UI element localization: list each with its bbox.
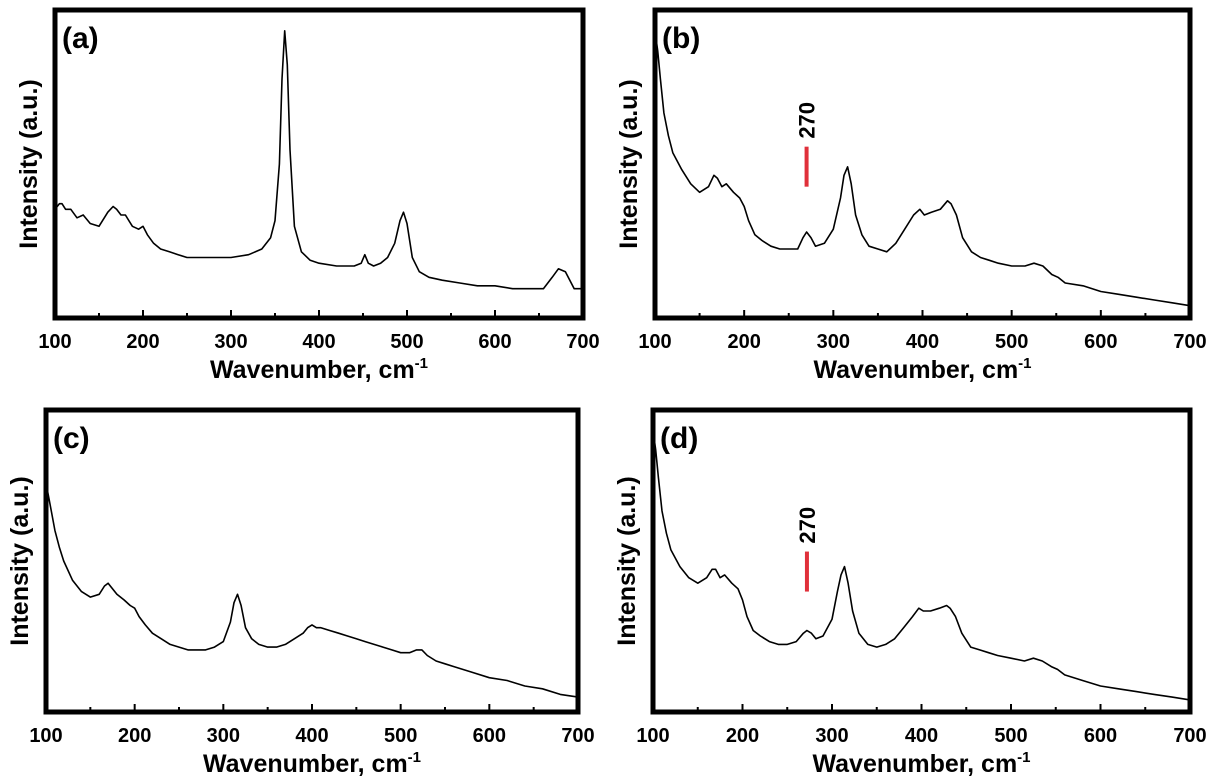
x-tick-label-b-300: 300 <box>817 331 850 353</box>
y-axis-title-d: Intensity (a.u.) <box>613 476 641 645</box>
x-tick-label-c-700: 700 <box>561 725 594 747</box>
x-axis-title-superscript-b: -1 <box>1018 355 1031 372</box>
x-tick-label-d-500: 500 <box>994 725 1027 747</box>
x-axis-title-d: Wavenumber, cm-1 <box>812 749 1030 778</box>
spectrum-line-c <box>45 483 579 698</box>
x-tick-label-c-600: 600 <box>473 725 506 747</box>
x-tick-label-d-400: 400 <box>905 725 938 747</box>
x-axis-title-text-c: Wavenumber, cm <box>203 750 408 778</box>
x-tick-label-b-500: 500 <box>995 331 1028 353</box>
peak-label-d-0: 270 <box>795 507 820 544</box>
x-axis-title-text-d: Wavenumber, cm <box>812 750 1017 778</box>
y-axis-title-c: Intensity (a.u.) <box>6 476 34 645</box>
spectrum-line-d <box>652 430 1191 701</box>
x-axis-title-c: Wavenumber, cm-1 <box>203 749 421 778</box>
panel-a: 100 200 300 400 500 600 700 Wavenumber, cm-1 Int… <box>15 7 600 384</box>
panel-c: 100 200 300 400 500 600 700 Wavenumber, cm-1 Int… <box>6 407 595 778</box>
x-tick-label-a-500: 500 <box>390 331 423 353</box>
x-tick-label-c-500: 500 <box>384 725 417 747</box>
panel-b: 100 200 300 400 500 600 700 Wavenumber, cm-1 Int… <box>615 7 1207 384</box>
panel-label-d: (d) <box>660 422 698 455</box>
x-axis-title-a: Wavenumber, cm-1 <box>210 355 428 384</box>
x-tick-label-c-400: 400 <box>295 725 328 747</box>
panel-label-b: (b) <box>662 22 700 55</box>
x-tick-label-d-200: 200 <box>726 725 759 747</box>
x-tick-label-b-600: 600 <box>1084 331 1117 353</box>
y-axis-title-b: Intensity (a.u.) <box>615 79 643 248</box>
panel-d: 100 200 300 400 500 600 700 Wavenumber, cm-1 Int… <box>613 407 1207 778</box>
x-axis-title-text-a: Wavenumber, cm <box>210 356 415 384</box>
x-tick-label-b-400: 400 <box>906 331 939 353</box>
x-axis-title-b: Wavenumber, cm-1 <box>813 355 1031 384</box>
x-tick-label-d-100: 100 <box>636 725 669 747</box>
x-tick-label-a-600: 600 <box>478 331 511 353</box>
x-tick-label-c-200: 200 <box>118 725 151 747</box>
x-tick-label-a-100: 100 <box>38 331 71 353</box>
x-axis-title-text-b: Wavenumber, cm <box>813 356 1018 384</box>
peak-label-b-0: 270 <box>795 102 820 139</box>
plot-frame-a <box>52 7 586 321</box>
plot-frame-c <box>43 407 581 715</box>
y-axis-title-a: Intensity (a.u.) <box>15 79 43 248</box>
plot-frame-d <box>650 407 1193 715</box>
panel-label-c: (c) <box>53 422 90 455</box>
x-tick-label-d-600: 600 <box>1084 725 1117 747</box>
x-tick-label-b-200: 200 <box>727 331 760 353</box>
x-axis-title-superscript-d: -1 <box>1017 749 1030 766</box>
x-tick-label-b-100: 100 <box>638 331 671 353</box>
x-tick-label-d-700: 700 <box>1173 725 1206 747</box>
x-axis-title-superscript-a: -1 <box>415 355 428 372</box>
x-tick-label-a-200: 200 <box>126 331 159 353</box>
spectrum-line-b <box>654 30 1191 307</box>
x-tick-label-a-400: 400 <box>302 331 335 353</box>
x-tick-label-a-700: 700 <box>566 331 599 353</box>
x-tick-label-c-100: 100 <box>29 725 62 747</box>
x-tick-label-a-300: 300 <box>214 331 247 353</box>
plot-frame-b <box>652 7 1193 321</box>
x-axis-title-superscript-c: -1 <box>408 749 421 766</box>
spectrum-line-a <box>54 30 583 290</box>
panel-label-a: (a) <box>62 22 99 55</box>
x-tick-label-c-300: 300 <box>207 725 240 747</box>
x-tick-label-b-700: 700 <box>1173 331 1206 353</box>
x-tick-label-d-300: 300 <box>815 725 848 747</box>
